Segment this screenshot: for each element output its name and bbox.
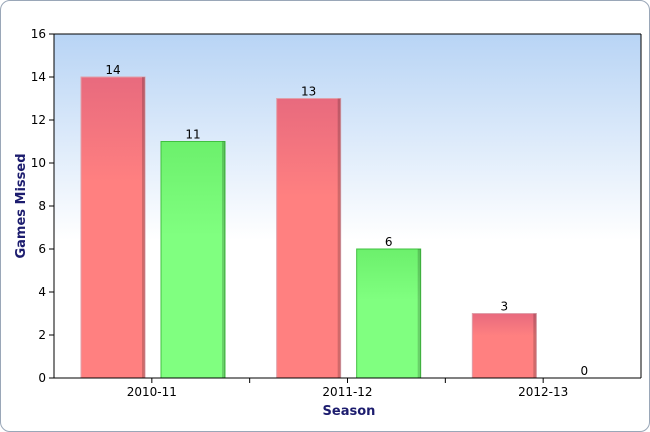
x-tick-label: 2011-12 bbox=[322, 385, 372, 399]
x-axis-title: Season bbox=[323, 404, 376, 419]
y-axis-ticks: 0 2 4 6 8 10 12 14 16 bbox=[31, 27, 54, 385]
y-tick-label: 4 bbox=[38, 285, 46, 299]
data-label-series-2-2012-13: 0 bbox=[581, 364, 589, 378]
bar-shade bbox=[337, 98, 341, 378]
x-axis-ticks: 2010-11 2011-12 2012-13 bbox=[127, 378, 568, 399]
data-label-series-1-2010-11: 14 bbox=[105, 63, 120, 77]
data-labels-layer: 14 11 13 6 3 0 bbox=[105, 63, 588, 378]
bar-shade bbox=[417, 249, 421, 378]
bar-series-2-2011-12 bbox=[356, 248, 422, 379]
y-tick-label: 6 bbox=[38, 242, 46, 256]
y-tick-label: 2 bbox=[38, 328, 46, 342]
plot-area bbox=[54, 34, 641, 378]
data-label-series-1-2011-12: 13 bbox=[301, 85, 316, 99]
bar-shade bbox=[142, 77, 145, 378]
y-tick-label: 0 bbox=[38, 371, 46, 385]
bar-shade bbox=[533, 313, 537, 378]
x-tick-label: 2012-13 bbox=[518, 385, 568, 399]
bar-series-2-2010-11 bbox=[160, 141, 226, 379]
bar-series-1-2010-11 bbox=[80, 76, 146, 379]
bar-series-1-2012-13 bbox=[471, 313, 537, 379]
y-tick-label: 8 bbox=[38, 199, 46, 213]
y-tick-label: 14 bbox=[31, 70, 46, 84]
y-tick-label: 10 bbox=[31, 156, 46, 170]
data-label-series-2-2011-12: 6 bbox=[385, 235, 393, 249]
data-label-series-2-2010-11: 11 bbox=[185, 128, 200, 142]
y-axis-title: Games Missed bbox=[14, 153, 29, 258]
x-tick-label: 2010-11 bbox=[127, 385, 177, 399]
bar-shade bbox=[222, 141, 225, 378]
y-tick-label: 12 bbox=[31, 113, 46, 127]
bar-series-1-2011-12 bbox=[276, 98, 342, 379]
bars-layer bbox=[80, 76, 537, 379]
y-tick-label: 16 bbox=[31, 27, 46, 41]
data-label-series-1-2012-13: 3 bbox=[501, 300, 509, 314]
